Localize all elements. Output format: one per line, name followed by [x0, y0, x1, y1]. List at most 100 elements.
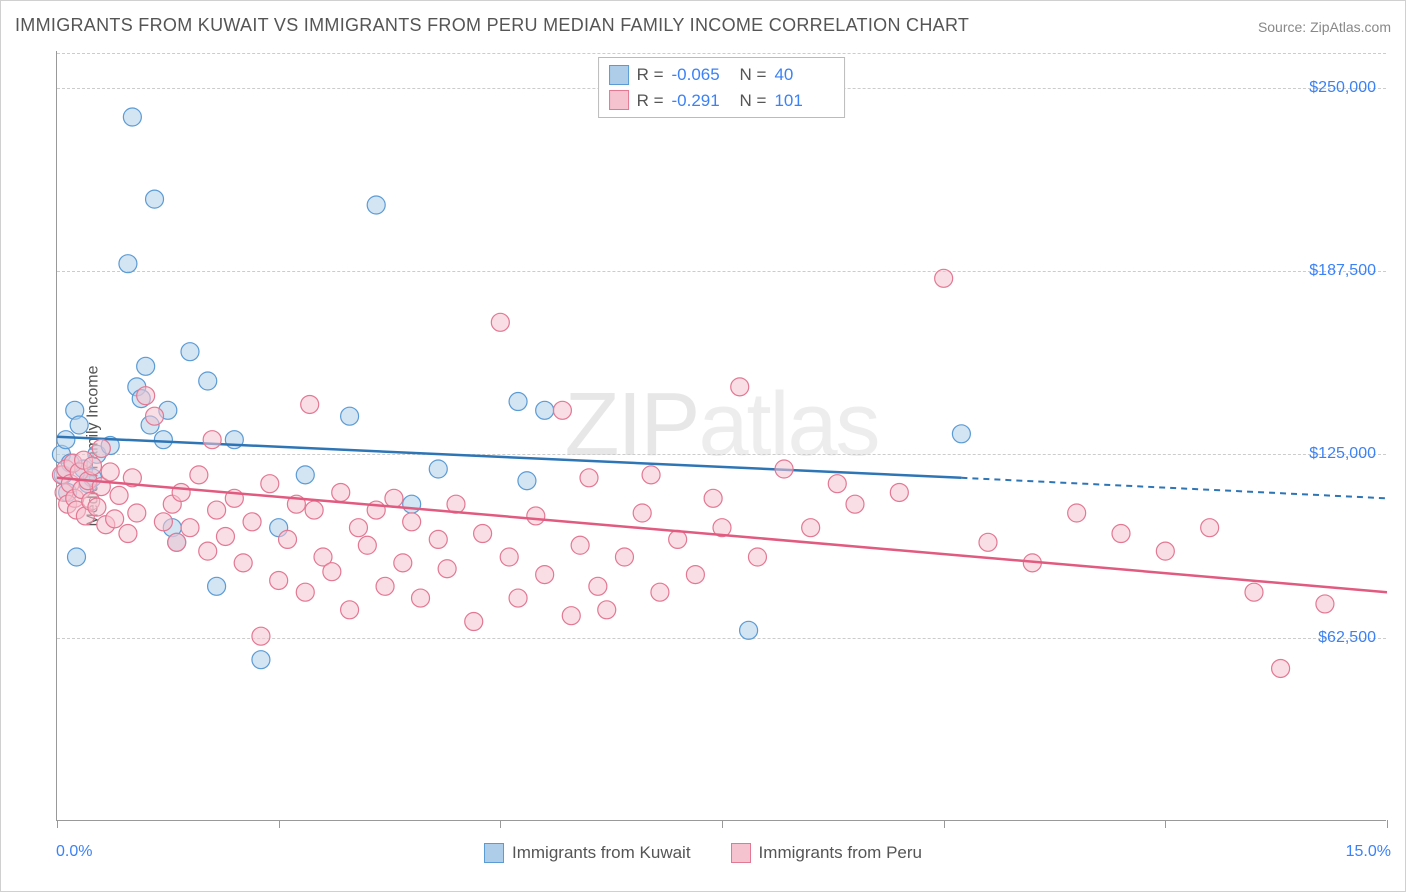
scatter-point: [243, 513, 261, 531]
scatter-point: [394, 554, 412, 572]
scatter-point: [88, 498, 106, 516]
scatter-point: [68, 548, 86, 566]
scatter-point: [208, 501, 226, 519]
scatter-point: [1068, 504, 1086, 522]
scatter-point: [536, 566, 554, 584]
scatter-point: [123, 108, 141, 126]
scatter-point: [1112, 525, 1130, 543]
scatter-point: [376, 577, 394, 595]
scatter-point: [403, 495, 421, 513]
scatter-point: [633, 504, 651, 522]
scatter-point: [642, 466, 660, 484]
scatter-point: [261, 475, 279, 493]
scatter-point: [651, 583, 669, 601]
scatter-point: [562, 607, 580, 625]
scatter-point: [119, 255, 137, 273]
scatter-point: [491, 313, 509, 331]
scatter-point: [1272, 659, 1290, 677]
scatter-point: [341, 407, 359, 425]
scatter-point: [106, 510, 124, 528]
legend-swatch: [484, 843, 504, 863]
x-tick: [722, 820, 723, 828]
scatter-point: [270, 571, 288, 589]
scatter-point: [349, 519, 367, 537]
scatter-point: [979, 533, 997, 551]
scatter-point: [305, 501, 323, 519]
scatter-point: [252, 651, 270, 669]
scatter-point: [412, 589, 430, 607]
scatter-point: [137, 387, 155, 405]
stats-legend: R = -0.065 N = 40 R = -0.291 N = 101: [598, 57, 846, 118]
scatter-point: [553, 401, 571, 419]
n-label: N =: [740, 88, 767, 114]
r-label: R =: [637, 88, 664, 114]
scatter-point: [301, 395, 319, 413]
scatter-point: [199, 542, 217, 560]
scatter-point: [1156, 542, 1174, 560]
legend-item: Immigrants from Peru: [731, 843, 922, 863]
x-min-label: 0.0%: [56, 843, 92, 861]
scatter-point: [367, 196, 385, 214]
scatter-point: [279, 530, 297, 548]
scatter-point: [828, 475, 846, 493]
source-name: ZipAtlas.com: [1310, 19, 1391, 35]
scatter-point: [474, 525, 492, 543]
r-value-peru: -0.291: [672, 88, 732, 114]
x-tick: [57, 820, 58, 828]
scatter-point: [57, 431, 75, 449]
x-max-label: 15.0%: [1346, 843, 1391, 861]
scatter-point: [181, 343, 199, 361]
scatter-point: [332, 483, 350, 501]
source-label: Source:: [1258, 19, 1310, 35]
scatter-point: [101, 463, 119, 481]
n-value-kuwait: 40: [774, 62, 834, 88]
scatter-point: [935, 269, 953, 287]
scatter-point: [731, 378, 749, 396]
scatter-point: [704, 489, 722, 507]
scatter-point: [199, 372, 217, 390]
scatter-point: [83, 457, 101, 475]
scatter-point: [429, 530, 447, 548]
scatter-point: [669, 530, 687, 548]
swatch-peru: [609, 90, 629, 110]
bottom-legend: Immigrants from Kuwait Immigrants from Pe…: [484, 843, 922, 863]
scatter-point: [1245, 583, 1263, 601]
scatter-point: [70, 416, 88, 434]
scatter-svg: [57, 51, 1386, 820]
plot-area: ZIPatlas $62,500$125,000$187,500$250,000…: [56, 51, 1386, 821]
chart-source: Source: ZipAtlas.com: [1258, 19, 1391, 35]
scatter-point: [518, 472, 536, 490]
scatter-point: [429, 460, 447, 478]
scatter-point: [1201, 519, 1219, 537]
chart-title: IMMIGRANTS FROM KUWAIT VS IMMIGRANTS FRO…: [15, 15, 969, 36]
scatter-point: [438, 560, 456, 578]
swatch-kuwait: [609, 65, 629, 85]
scatter-point: [341, 601, 359, 619]
scatter-point: [137, 357, 155, 375]
n-value-peru: 101: [774, 88, 834, 114]
scatter-point: [216, 527, 234, 545]
stats-row-peru: R = -0.291 N = 101: [609, 88, 835, 114]
x-tick: [279, 820, 280, 828]
scatter-point: [252, 627, 270, 645]
legend-item: Immigrants from Kuwait: [484, 843, 691, 863]
scatter-point: [154, 513, 172, 531]
scatter-point: [146, 190, 164, 208]
scatter-point: [385, 489, 403, 507]
scatter-point: [296, 466, 314, 484]
scatter-point: [92, 439, 110, 457]
scatter-point: [119, 525, 137, 543]
scatter-point: [1316, 595, 1334, 613]
scatter-point: [740, 621, 758, 639]
scatter-point: [403, 513, 421, 531]
n-label: N =: [740, 62, 767, 88]
scatter-point: [536, 401, 554, 419]
chart-container: IMMIGRANTS FROM KUWAIT VS IMMIGRANTS FRO…: [0, 0, 1406, 892]
scatter-point: [615, 548, 633, 566]
scatter-point: [890, 483, 908, 501]
scatter-point: [509, 393, 527, 411]
r-label: R =: [637, 62, 664, 88]
scatter-point: [748, 548, 766, 566]
scatter-point: [589, 577, 607, 595]
stats-row-kuwait: R = -0.065 N = 40: [609, 62, 835, 88]
